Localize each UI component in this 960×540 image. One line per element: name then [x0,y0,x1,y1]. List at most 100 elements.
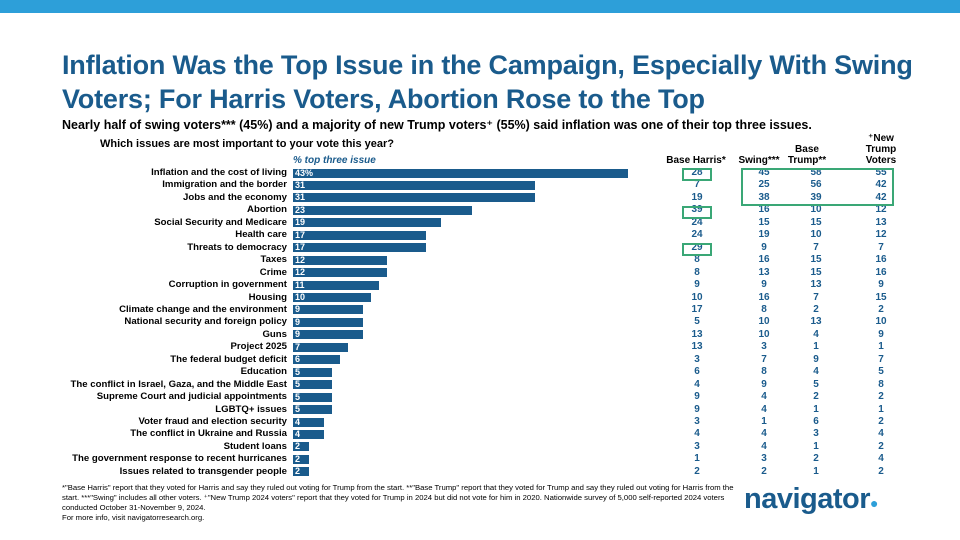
table-cell: 2 [878,416,884,427]
bar-value-label: 5 [295,366,301,377]
table-cell: 16 [875,254,887,266]
table-cell: 42 [875,179,887,191]
table-cell: 5 [813,378,819,390]
table-cell: 12 [875,204,887,216]
issue-label: Issues related to transgender people [119,465,287,477]
bar-value-label: 12 [295,254,306,265]
table-cell: 9 [761,378,767,390]
issue-label: Social Security and Medicare [154,216,287,228]
table-cell: 9 [813,353,819,365]
table-cell: 6 [694,366,700,378]
bar-value-label: 9 [295,329,301,340]
table-cell: 13 [758,266,770,278]
table-cell: 13 [810,279,822,291]
page-title: Inflation Was the Top Issue in the Campa… [62,50,913,114]
table-cell: 8 [694,254,700,266]
table-cell: 4 [761,391,767,403]
issue-label: Inflation and the cost of living [151,167,287,178]
table-cell: 8 [761,303,767,315]
bar-header: % top three issue [293,155,376,166]
highlight-box-swing-new-trump-top3 [741,168,894,206]
issue-label: LGBTQ+ issues [215,403,287,415]
table-cell: 1 [878,403,884,415]
table-cell: 56 [810,179,822,191]
table-cell: 7 [813,291,819,303]
issue-label: Voter fraud and election security [138,416,287,427]
table-cell: 7 [813,241,819,253]
table-cell: 13 [810,316,822,328]
table-cell: 39 [810,191,822,203]
logo-dot: ● [870,495,878,511]
navigator-logo: navigator● [744,483,878,516]
bar [293,168,629,178]
table-cell: 38 [758,191,770,203]
footnote-text: *"Base Harris" report that they voted fo… [62,483,734,512]
bar [293,367,332,377]
table-cell: 1 [813,403,819,415]
bar-value-label: 4 [295,416,301,427]
bar [293,454,309,464]
issue-label: The federal budget deficit [170,353,287,365]
survey-question: Which issues are most important to your … [100,138,395,150]
bar-value-label: 9 [295,304,301,315]
bar [293,355,340,365]
table-cell: 19 [758,229,770,241]
table-cell: 1 [878,341,884,353]
table-cell: 10 [810,204,822,216]
table-cell: 10 [875,316,887,328]
table-cell: 7 [694,179,700,191]
table-cell: 2 [813,303,819,315]
table-cell: 1 [813,465,819,477]
bar [293,405,332,415]
table-cell: 2 [878,465,884,477]
table-cell: 10 [758,328,770,340]
issue-label: Climate change and the environment [119,303,287,315]
table-cell: 7 [878,241,884,253]
bar-value-label: 17 [295,229,306,240]
issue-label: Jobs and the economy [183,191,287,203]
table-cell: 25 [758,179,770,191]
column-header-base-harris: Base Harris* [666,155,726,166]
table-cell: 3 [694,416,700,427]
table-cell: 58 [810,167,822,178]
table-cell: 16 [758,291,770,303]
issue-label: Immigration and the border [162,179,287,191]
column-header-new-trump-line1: ⁺New [868,133,894,144]
table-cell: 29 [691,241,703,253]
table-cell: 2 [813,391,819,403]
issue-label: Guns [262,328,287,340]
bar-value-label: 2 [295,453,301,464]
column-header-base-trump-line1: Base [795,144,819,155]
table-cell: 9 [694,403,700,415]
table-cell: 28 [691,167,703,178]
table-cell: 7 [878,353,884,365]
bar-value-label: 2 [295,441,301,452]
issue-label: The conflict in Israel, Gaza, and the Mi… [70,378,287,390]
table-cell: 2 [813,453,819,465]
table-cell: 9 [694,279,700,291]
table-cell: 12 [875,229,887,241]
table-cell: 7 [761,353,767,365]
table-cell: 1 [694,453,700,465]
table-cell: 3 [694,440,700,452]
table-cell: 10 [691,291,703,303]
table-cell: 2 [761,465,767,477]
table-cell: 4 [878,453,884,465]
bar-value-label: 31 [295,192,306,203]
table-cell: 15 [810,216,822,228]
bar [293,243,426,253]
table-cell: 16 [875,266,887,278]
table-cell: 45 [758,167,770,178]
table-cell: 3 [761,341,767,353]
table-cell: 19 [691,191,703,203]
issue-label: Health care [235,229,287,241]
bar [293,280,379,290]
table-cell: 4 [761,440,767,452]
bar [293,467,309,477]
bar [293,429,325,439]
table-cell: 24 [691,229,703,241]
subtitle: Nearly half of swing voters*** (45%) and… [62,118,812,132]
issue-label: Housing [248,291,287,303]
bar [293,317,364,327]
bar [293,330,364,340]
